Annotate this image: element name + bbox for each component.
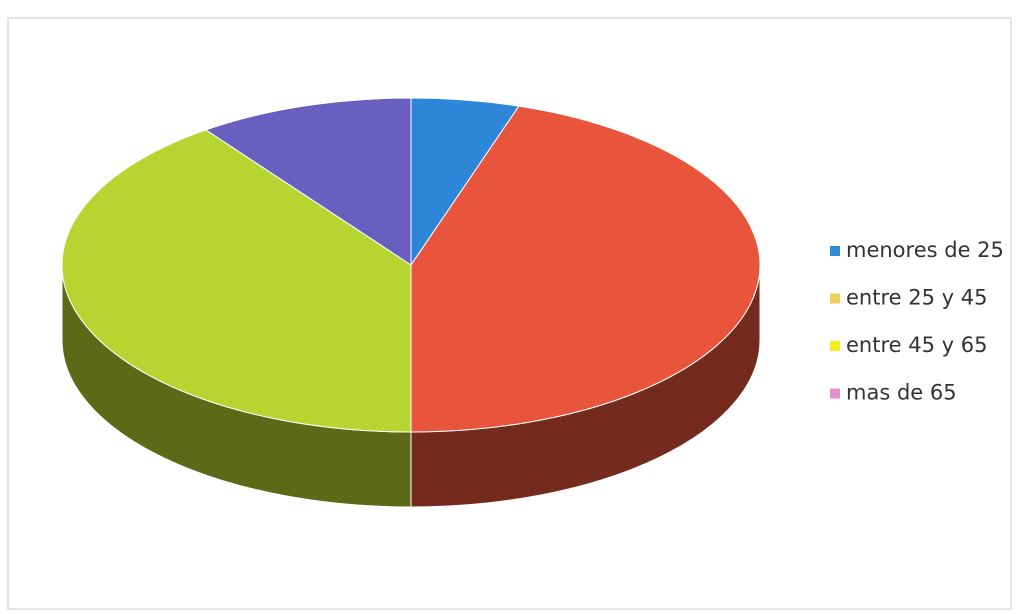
legend-label: entre 45 y 65 (846, 333, 987, 357)
legend-label: mas de 65 (846, 381, 957, 405)
legend-label: entre 25 y 45 (846, 286, 987, 310)
slice (61, 129, 412, 433)
legend-swatch (830, 341, 840, 351)
slice (204, 97, 412, 266)
slice (410, 105, 761, 433)
legend: menores de 25 entre 25 y 45 entre 45 y 65 m… (830, 238, 1004, 405)
legend-swatch (830, 293, 840, 304)
legend-label: menores de 25 (846, 238, 1004, 262)
pie (61, 97, 761, 508)
legend-swatch (830, 246, 840, 256)
chart-frame (7, 17, 1012, 610)
legend-swatch (830, 388, 840, 399)
